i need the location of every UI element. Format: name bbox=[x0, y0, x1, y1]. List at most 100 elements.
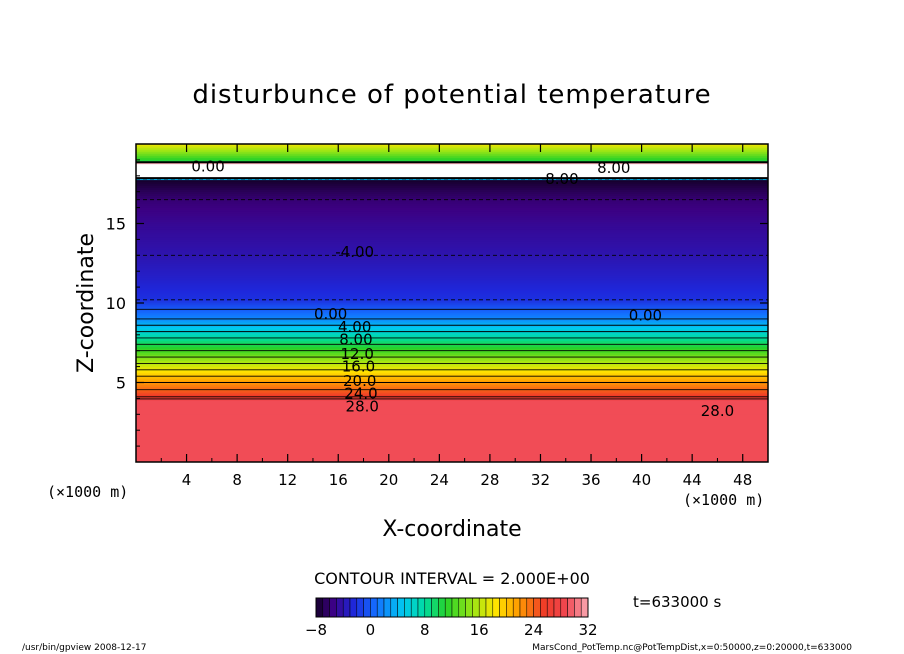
contour-band bbox=[136, 203, 768, 206]
colorbar-cell bbox=[349, 597, 358, 618]
contour-band bbox=[136, 342, 768, 346]
contour-label: 12.0 bbox=[340, 345, 373, 363]
contour-label: 8.00 bbox=[597, 159, 630, 177]
x-axis-label: X-coordinate bbox=[382, 517, 521, 542]
contour-label: 20.0 bbox=[343, 372, 376, 390]
contour-band bbox=[136, 276, 768, 280]
contour-band bbox=[136, 286, 768, 290]
contour-band bbox=[136, 255, 768, 258]
colorbar-cell bbox=[438, 597, 446, 618]
contour-band bbox=[136, 402, 768, 405]
contour-band bbox=[136, 334, 768, 338]
colorbar-cell bbox=[492, 597, 500, 618]
contour-band bbox=[136, 157, 768, 161]
contour-band bbox=[136, 350, 768, 353]
contour-band bbox=[136, 229, 768, 232]
contour-band bbox=[136, 217, 768, 220]
contour-label: -4.00 bbox=[335, 243, 374, 261]
contour-band bbox=[136, 189, 768, 192]
colorbar-cell bbox=[472, 597, 480, 618]
contour-band bbox=[136, 290, 768, 294]
contour-label: 8.00 bbox=[339, 331, 372, 349]
contour-band bbox=[136, 318, 768, 322]
contour-band bbox=[136, 354, 768, 357]
contour-band bbox=[136, 171, 768, 175]
colorbar-cell bbox=[404, 597, 412, 618]
contour-band bbox=[136, 459, 768, 462]
contour-band bbox=[136, 253, 768, 256]
colorbar-cell bbox=[465, 597, 473, 618]
contour-band bbox=[136, 256, 768, 260]
contour-band bbox=[136, 421, 768, 425]
colorbar-tick-label: 32 bbox=[578, 621, 597, 639]
time-label: t=633000 s bbox=[633, 593, 721, 611]
contour-band bbox=[136, 175, 768, 179]
colorbar-cell bbox=[478, 597, 487, 618]
contour-band bbox=[136, 360, 768, 363]
colorbar: −8 0 8 16 24 32 bbox=[305, 597, 598, 639]
contour-band bbox=[136, 241, 768, 244]
contour-band bbox=[136, 441, 768, 445]
contour-band bbox=[136, 215, 768, 218]
contour-band bbox=[136, 266, 768, 270]
contour-band bbox=[136, 376, 768, 379]
contour-band bbox=[136, 207, 768, 210]
colorbar-cell bbox=[370, 597, 378, 618]
contour-band bbox=[136, 427, 768, 431]
contour-band bbox=[136, 185, 768, 189]
x-tick-label: 4 bbox=[182, 471, 192, 489]
contour-band bbox=[136, 280, 768, 284]
contour-band bbox=[136, 415, 768, 419]
colorbar-cell bbox=[546, 597, 555, 618]
contour-label: 24.0 bbox=[344, 385, 377, 403]
contour-band bbox=[136, 231, 768, 234]
x-tick-label: 20 bbox=[379, 471, 398, 489]
colorbar-cell bbox=[390, 597, 398, 618]
contour-band bbox=[136, 251, 768, 254]
contour-band bbox=[136, 201, 768, 204]
colorbar-cell bbox=[560, 597, 568, 618]
colorbar-cell bbox=[519, 597, 528, 618]
contour-band bbox=[136, 457, 768, 461]
colorbar-cell bbox=[329, 597, 337, 618]
contour-band bbox=[136, 247, 768, 250]
contour-label: 0.00 bbox=[629, 307, 662, 325]
contour-band bbox=[136, 237, 768, 240]
y-axis-label: Z-coordinate bbox=[74, 233, 99, 373]
contour-band bbox=[136, 348, 768, 351]
x-tick-label: 36 bbox=[581, 471, 600, 489]
contour-band bbox=[136, 239, 768, 242]
colorbar-cell bbox=[458, 597, 466, 618]
contour-band bbox=[136, 398, 768, 401]
contour-band bbox=[136, 159, 768, 163]
contour-band bbox=[136, 245, 768, 248]
colorbar-cell bbox=[376, 597, 385, 618]
contour-band bbox=[136, 431, 768, 435]
colorbar-cell bbox=[567, 597, 575, 618]
contour-band bbox=[136, 338, 768, 342]
colorbar-cell bbox=[574, 597, 582, 618]
contour-band bbox=[136, 272, 768, 276]
contour-label: 28.0 bbox=[701, 402, 734, 420]
contour-band bbox=[136, 390, 768, 393]
contour-band bbox=[136, 302, 768, 306]
contour-band bbox=[136, 332, 768, 336]
contour-band bbox=[136, 378, 768, 381]
x-unit-right: (×1000 m) bbox=[683, 491, 764, 509]
contour-band bbox=[136, 282, 768, 286]
contour-band bbox=[136, 455, 768, 459]
contour-band bbox=[136, 356, 768, 359]
colorbar-cell bbox=[336, 597, 344, 618]
colorbar-cell bbox=[417, 597, 426, 618]
contour-band bbox=[136, 145, 768, 149]
colorbar-cell bbox=[315, 597, 324, 618]
contour-band bbox=[136, 300, 768, 304]
contour-band bbox=[136, 322, 768, 326]
contour-band bbox=[136, 419, 768, 423]
contour-band bbox=[136, 425, 768, 429]
contour-band bbox=[136, 400, 768, 403]
contour-band bbox=[136, 439, 768, 443]
colorbar-cell bbox=[410, 597, 419, 618]
footer-left: /usr/bin/gpview 2008-12-17 bbox=[22, 643, 146, 653]
